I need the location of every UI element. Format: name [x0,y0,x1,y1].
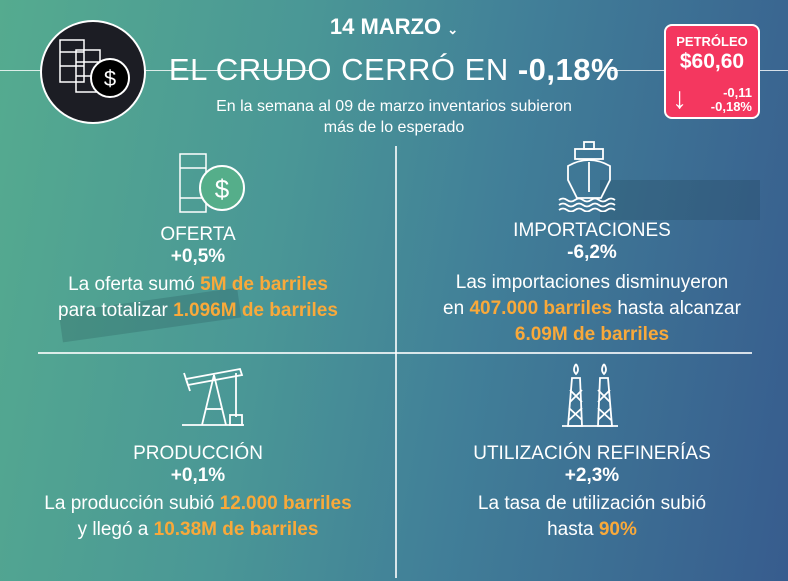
desc-highlight: 407.000 barriles [469,298,613,319]
section-importaciones: IMPORTACIONES -6,2% Las importaciones di… [396,220,788,348]
desc-text: hasta alcanzar [612,298,741,319]
divider [0,70,310,71]
subtitle-line: En la semana al 09 de marzo inventarios … [216,98,572,115]
barrel-dollar-icon: $ [178,152,248,223]
section-refinerias: UTILIZACIÓN REFINERÍAS +2,3% La tasa de … [396,443,788,543]
pumpjack-icon [180,365,246,432]
headline-value: -0,18% [517,52,620,87]
section-produccion: PRODUCCIÓN +0,1% La producción subió 12.… [0,443,396,543]
divider [38,352,752,354]
desc-highlight: 1.096M de barriles [173,300,338,321]
badge-change: -0,11 [723,85,752,100]
background-pumpjack [600,180,760,220]
section-pct: +2,3% [564,465,620,486]
section-label: PRODUCCIÓN [133,443,263,464]
date-selector[interactable]: 14 MARZO ⌄ [0,14,788,40]
desc-text: Las importaciones disminuyeron [455,272,729,293]
badge-change-pct: -0,18% [710,99,752,114]
barrel-dollar-logo-icon: $ [40,20,146,124]
badge-price: $60,60 [679,50,745,73]
desc-highlight: 90% [598,519,637,540]
arrow-down-icon: ↓ [672,82,687,115]
desc-highlight: 12.000 barriles [219,493,352,514]
desc-highlight: 6.09M de barriles [514,324,670,345]
section-pct: +0,1% [170,465,226,486]
price-badge: PETRÓLEO $60,60 ↓ -0,11 -0,18% [664,24,760,119]
headline-text: EL CRUDO CERRÓ EN [168,52,518,87]
section-oferta: OFERTA +0,5% La oferta sumó 5M de barril… [0,224,396,324]
desc-text: y llegó a [77,519,154,540]
desc-text: La producción subió [44,493,220,514]
svg-text:$: $ [104,66,116,91]
desc-text: La oferta sumó [68,274,201,295]
subtitle-line: más de lo esperado [323,119,465,136]
divider [395,146,397,578]
date-label: 14 MARZO [329,14,442,39]
section-pct: +0,5% [170,246,226,267]
desc-text: La tasa de utilización subió [477,493,707,514]
subtitle: En la semana al 09 de marzo inventarios … [0,96,788,138]
refinery-icon [560,360,620,433]
chevron-down-icon: ⌄ [447,22,459,37]
section-pct: -6,2% [567,242,617,263]
desc-highlight: 5M de barriles [200,274,328,295]
section-label: UTILIZACIÓN REFINERÍAS [473,443,711,464]
ship-icon [555,140,625,217]
section-label: OFERTA [160,224,236,245]
badge-label: PETRÓLEO [676,34,748,49]
desc-highlight: 10.38M de barriles [153,519,319,540]
svg-text:$: $ [215,174,230,204]
desc-text: hasta [547,519,599,540]
desc-text: en [443,298,470,319]
desc-text: para totalizar [58,300,174,321]
headline: EL CRUDO CERRÓ EN -0,18% [0,52,788,88]
section-label: IMPORTACIONES [513,220,671,241]
